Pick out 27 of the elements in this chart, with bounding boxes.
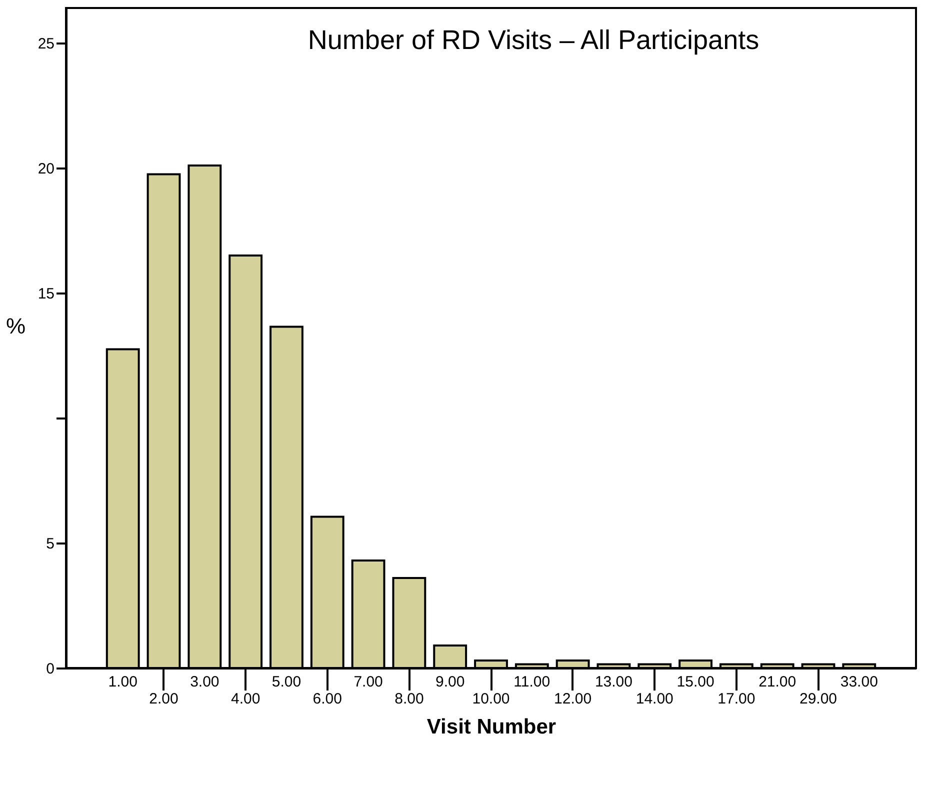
x-tick-label: 6.00	[312, 690, 342, 708]
x-tick-label: 9.00	[435, 674, 465, 690]
x-tick-label: 17.00	[718, 690, 756, 708]
x-tick-label: 4.00	[230, 690, 260, 708]
x-axis-title: Visit Number	[426, 716, 556, 738]
x-tick-label: 1.00	[108, 674, 138, 690]
x-tick-label: 13.00	[594, 674, 632, 690]
y-tick-label: 15	[38, 286, 54, 302]
y-tick-label: 25	[38, 36, 54, 52]
x-tick-label: 12.00	[554, 690, 592, 708]
x-tick-label: 21.00	[758, 674, 796, 690]
x-tick-label: 11.00	[514, 674, 550, 690]
y-tick-label: 0	[46, 660, 54, 678]
x-tick-label: 5.00	[272, 674, 302, 690]
x-tick-label: 2.00	[149, 690, 178, 708]
x-tick-label: 7.00	[354, 674, 383, 690]
x-tick-label: 14.00	[636, 690, 674, 708]
x-tick-label: 33.00	[840, 674, 878, 690]
x-tick-label: 3.00	[190, 674, 220, 690]
x-tick-label: 29.00	[799, 690, 838, 708]
x-tick-label: 15.00	[676, 674, 714, 690]
x-tick-label: 10.00	[472, 690, 510, 708]
y-tick-label: 5	[46, 536, 54, 552]
y-tick-label: 20	[38, 160, 54, 178]
text: Number of RD Visits – All Participants	[308, 25, 760, 55]
x-tick-label: 8.00	[394, 690, 424, 708]
y-axis-title: %	[6, 314, 26, 338]
